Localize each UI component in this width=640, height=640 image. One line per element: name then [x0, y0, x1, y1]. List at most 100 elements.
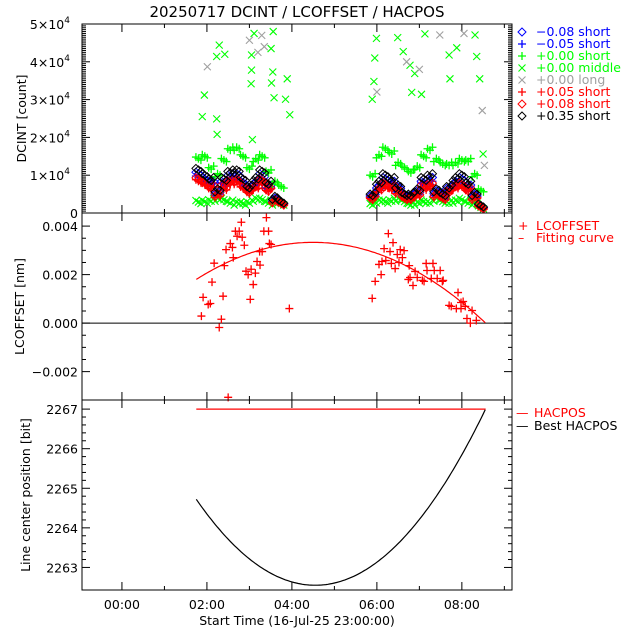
diamond-marker — [203, 181, 214, 192]
fitting-curve — [195, 241, 486, 324]
plus-marker — [215, 323, 224, 332]
diamond-marker — [221, 175, 232, 186]
diamond-marker — [412, 188, 422, 199]
diamond-marker — [279, 200, 289, 210]
x-marker — [260, 197, 269, 206]
plus-marker — [237, 218, 246, 227]
legend-label: Fitting curve — [536, 230, 614, 245]
diamond-marker — [254, 165, 265, 175]
diamond-marker — [478, 202, 489, 212]
diamond-marker — [219, 174, 229, 184]
x-marker — [247, 66, 256, 75]
plus-marker — [265, 239, 274, 248]
diamond-marker — [242, 181, 252, 192]
plus-marker — [386, 247, 395, 256]
plus-marker — [222, 245, 231, 254]
x-marker — [267, 79, 276, 87]
plus-marker — [228, 243, 237, 252]
diamond-marker — [435, 187, 445, 198]
legend-symbol: — — [516, 418, 529, 433]
x-marker — [518, 64, 526, 72]
plus-marker — [279, 184, 288, 193]
diamond-marker — [276, 196, 286, 207]
diamond-marker — [376, 184, 387, 195]
y-tick-label: 0.000 — [42, 316, 78, 331]
plus-marker — [247, 265, 256, 274]
diamond-marker — [228, 165, 238, 175]
x-marker — [215, 41, 224, 50]
diamond-marker — [263, 179, 274, 189]
plus-marker — [260, 153, 269, 162]
diamond-marker — [441, 186, 452, 196]
diamond-marker — [270, 195, 280, 205]
plus-marker — [415, 163, 424, 172]
x-marker — [222, 197, 231, 206]
x-marker — [372, 88, 381, 96]
plus-marker — [473, 171, 482, 180]
x-marker — [212, 52, 221, 61]
x-tick-label: 06:00 — [359, 597, 395, 612]
y-tick-base: 3×10 — [30, 93, 64, 108]
diamond-marker — [223, 176, 233, 186]
diamond-marker — [476, 202, 486, 213]
plus-marker — [423, 266, 432, 275]
plus-marker — [400, 246, 409, 255]
diamond-marker — [231, 165, 242, 175]
diamond-marker — [251, 172, 261, 183]
x-marker — [417, 90, 426, 99]
diamond-marker — [378, 168, 388, 179]
plus-marker — [422, 153, 431, 162]
plus-marker — [246, 295, 255, 304]
plus-marker — [267, 165, 276, 174]
x-marker — [270, 93, 278, 102]
diamond-marker — [448, 175, 458, 186]
x-marker — [245, 36, 254, 45]
y-tick-label: −0.002 — [32, 365, 78, 380]
plus-marker — [472, 316, 481, 325]
diamond-marker — [253, 174, 263, 184]
diamond-marker — [441, 181, 452, 192]
y-tick-exp: 4 — [64, 16, 70, 26]
diamond-marker — [267, 194, 278, 205]
plus-marker — [466, 319, 475, 328]
diamond-marker — [463, 179, 473, 189]
diamond-marker — [274, 195, 284, 205]
plus-marker — [235, 227, 244, 236]
diamond-marker — [517, 27, 527, 37]
x-tick-label: 02:00 — [189, 597, 225, 612]
x-marker — [402, 57, 411, 66]
plus-marker — [447, 302, 456, 311]
diamond-marker — [427, 178, 438, 188]
diamond-marker — [435, 191, 445, 202]
diamond-marker — [390, 187, 401, 198]
diamond-marker — [422, 170, 433, 180]
plus-marker — [235, 144, 244, 153]
legend-label: Best HACPOS — [534, 418, 617, 433]
diamond-marker — [225, 168, 235, 178]
diamond-marker — [467, 190, 477, 201]
diamond-marker — [473, 201, 484, 211]
x-marker — [260, 42, 269, 51]
diamond-marker — [266, 176, 276, 186]
diamond-marker — [191, 163, 201, 174]
plot-frame — [81, 399, 513, 591]
plus-marker — [479, 187, 488, 196]
plus-marker — [285, 304, 294, 313]
diamond-marker — [393, 184, 403, 195]
diamond-marker — [263, 186, 274, 196]
plus-marker — [219, 292, 228, 301]
diamond-marker — [235, 180, 246, 190]
diamond-marker — [238, 174, 248, 184]
y-tick-label: 2×104 — [30, 129, 70, 145]
plus-marker — [206, 299, 215, 308]
plus-marker — [404, 275, 413, 284]
diamond-marker — [228, 174, 238, 185]
plus-marker — [393, 250, 402, 259]
legend-symbol: — — [516, 405, 529, 420]
series-4 — [203, 29, 489, 170]
x-marker — [228, 196, 237, 205]
plus-marker — [457, 304, 466, 313]
y-tick-label: 2267 — [46, 402, 78, 417]
diamond-marker — [197, 168, 208, 179]
plus-marker — [396, 245, 405, 254]
